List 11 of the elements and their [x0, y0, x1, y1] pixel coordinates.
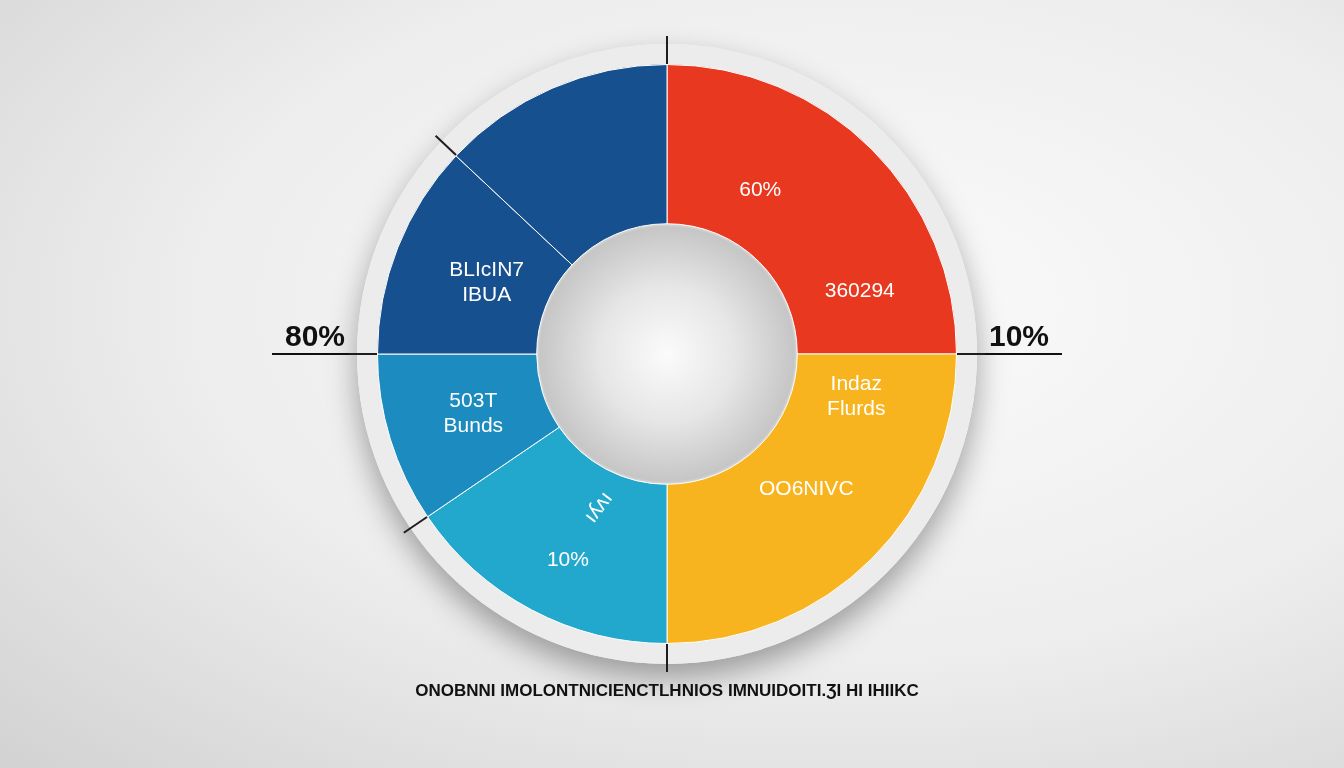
text: 10%: [546, 546, 589, 570]
text: 60%: [739, 177, 782, 201]
slice-label: 503T Bunds: [443, 387, 504, 436]
text: 10%: [988, 319, 1050, 352]
slice-label: 360294: [824, 278, 896, 302]
slice-label: ıʎʌı: [578, 486, 617, 527]
text: OO6NIVC: [759, 475, 854, 499]
slice-label: BLIcIN7 IBUA: [449, 256, 525, 305]
text: ONOBNNI IMOLONTNICIENCTLHNIOS IMNUIDOITI.ƷI HI IHIIKC: [415, 681, 919, 700]
text: 80%: [284, 319, 346, 352]
slice-label: Indaz Flurds: [827, 370, 886, 419]
